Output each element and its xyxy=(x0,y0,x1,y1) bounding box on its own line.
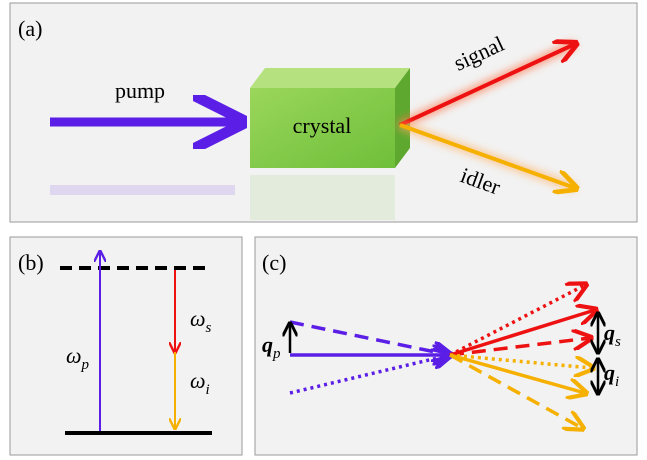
q-arrows xyxy=(290,314,598,393)
text: ω xyxy=(190,306,206,331)
panel-c xyxy=(254,236,638,456)
panel-label: (a) xyxy=(18,16,42,41)
crystal-label: crystal xyxy=(293,113,352,138)
omega-s: ωs xyxy=(190,306,212,336)
crystal-front xyxy=(250,88,395,168)
panel-label: (c) xyxy=(262,250,286,275)
crystal-side xyxy=(395,68,410,168)
text: q xyxy=(604,320,615,345)
text: ω xyxy=(190,368,206,393)
q-i: qi xyxy=(604,360,619,390)
text: i xyxy=(206,382,210,398)
text: i xyxy=(615,374,619,390)
wave-vectors xyxy=(289,285,595,428)
text: q xyxy=(262,332,273,357)
panel-b xyxy=(9,236,243,456)
q-p: qp xyxy=(262,332,281,362)
crystal-top xyxy=(250,68,410,88)
idler-beam xyxy=(399,123,575,188)
omega-i: ωi xyxy=(190,368,210,398)
reflection xyxy=(50,175,395,220)
q-s: qs xyxy=(604,320,621,350)
panel-label: (b) xyxy=(18,250,44,275)
text: p xyxy=(81,357,90,373)
text: p xyxy=(272,346,281,362)
omega-p: ωp xyxy=(66,343,90,373)
signal-beam xyxy=(399,44,575,127)
pump-label: pump xyxy=(115,78,165,103)
text: s xyxy=(206,320,212,336)
text: q xyxy=(604,360,615,385)
text: ω xyxy=(66,343,82,368)
text: s xyxy=(615,334,621,350)
